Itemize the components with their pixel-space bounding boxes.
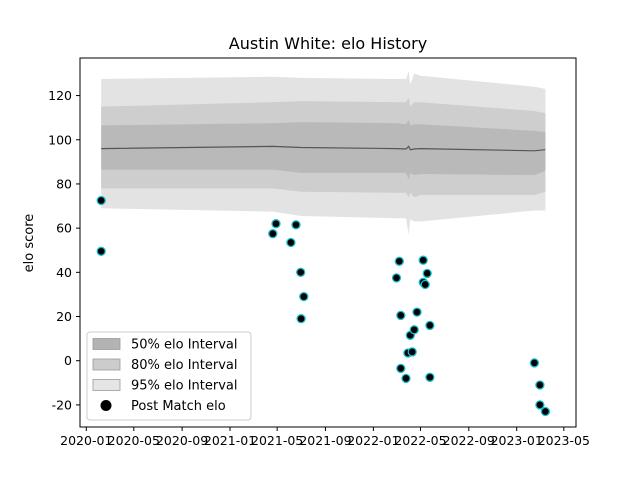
post-match-elo-point (396, 363, 406, 374)
post-match-elo-point (96, 246, 106, 256)
y-tick-label: -20 (52, 397, 72, 412)
plot-layer (96, 71, 551, 417)
mean-elo-line (101, 145, 546, 152)
legend-swatch-band-50 (92, 338, 121, 350)
post-match-elo-point (396, 310, 406, 321)
legend-label: Post Match elo (131, 399, 226, 414)
legend-label: 95% elo Interval (131, 379, 238, 394)
post-match-elo-point (535, 380, 545, 390)
y-tick-label: 0 (64, 353, 72, 368)
post-match-elo-point (420, 279, 430, 290)
post-match-elo-point (425, 372, 435, 382)
post-match-elo-point (529, 358, 540, 368)
legend-marker-swatch (100, 400, 112, 411)
post-match-elo-point (291, 220, 301, 230)
x-tick-label: 2020-09 (156, 433, 208, 448)
x-tick-label: 2021-05 (251, 433, 303, 448)
post-match-elo-point (407, 347, 417, 357)
x-tick-label: 2022-01 (347, 433, 399, 448)
post-match-elo-point (296, 267, 306, 277)
legend-label: 80% elo Interval (131, 358, 238, 373)
legend-swatch-band-80 (92, 358, 121, 371)
post-match-elo-point (286, 237, 296, 248)
post-match-elo-point (296, 314, 306, 324)
x-tick-label: 2022-09 (443, 433, 495, 448)
post-match-elo-point (409, 325, 419, 335)
y-axis-label: elo score (22, 214, 37, 273)
x-tick-label: 2023-01 (491, 433, 543, 448)
post-match-elo-point (401, 373, 411, 384)
x-tick-label: 2022-05 (394, 433, 446, 448)
x-tick-label: 2021-01 (204, 433, 256, 448)
post-match-elo-point (535, 400, 545, 410)
post-match-elo-point (271, 219, 281, 229)
post-match-elo-point (422, 268, 432, 279)
post-match-elo-point (391, 273, 402, 283)
x-tick-label: 2023-05 (538, 433, 590, 448)
y-tick-label: 100 (48, 132, 72, 147)
y-tick-label: 20 (56, 309, 72, 324)
post-match-elo-point (418, 255, 428, 265)
y-tick-label: 80 (56, 176, 72, 191)
post-match-elo-point (299, 291, 309, 302)
x-tick-label: 2020-05 (108, 433, 160, 448)
x-tick-label: 2020-01 (60, 433, 112, 448)
post-match-elo-point (540, 406, 551, 417)
post-match-elo-point (96, 195, 106, 206)
post-match-elo-point (412, 307, 422, 317)
post-match-elo-point (394, 256, 404, 266)
chart-title: Austin White: elo History (229, 34, 427, 53)
post-match-elo-point (268, 229, 278, 239)
y-tick-label: 120 (48, 88, 72, 103)
legend-label: 50% elo Interval (131, 338, 238, 353)
legend-box (86, 331, 252, 421)
legend: 50% elo Interval 80% elo Interval 95% elo … (86, 331, 252, 421)
band-50-interval (101, 119, 546, 180)
plot-frame (79, 57, 577, 428)
y-tick-label: 40 (56, 265, 72, 280)
post-match-elo-point (425, 320, 435, 331)
legend-swatch-band-95 (92, 379, 121, 391)
axes-layer: -200204060801001202020-012020-052020-092… (48, 57, 590, 448)
y-tick-label: 60 (56, 221, 72, 236)
x-tick-label: 2021-09 (299, 433, 351, 448)
